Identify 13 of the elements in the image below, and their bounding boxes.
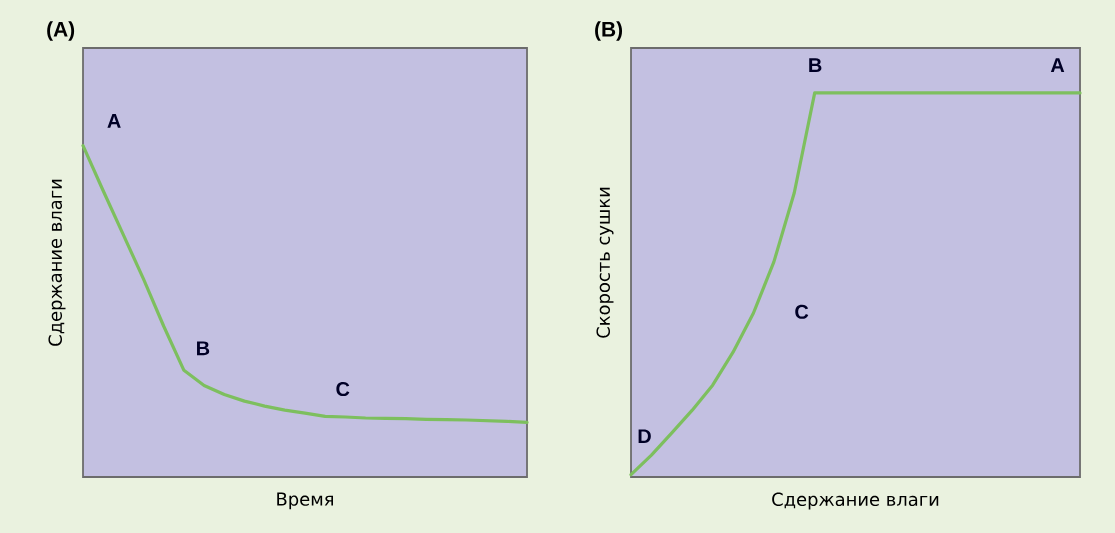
text: A bbox=[1050, 58, 1065, 72]
text: B bbox=[809, 58, 822, 72]
annotation: B bbox=[197, 341, 210, 356]
annotation: C bbox=[336, 381, 350, 397]
x-axis-title: Время bbox=[277, 492, 333, 510]
chart-title: (A) bbox=[47, 21, 75, 41]
y-axis-title: Сдержание влаги bbox=[48, 179, 66, 346]
annotation: C bbox=[795, 304, 809, 319]
text: A bbox=[107, 114, 121, 128]
chart-title: (B) bbox=[595, 21, 623, 41]
annotation: D bbox=[638, 429, 651, 444]
y-axis-title: Скорость сушки bbox=[596, 187, 614, 338]
x-axis-title: Сдержание влаги bbox=[772, 492, 939, 510]
